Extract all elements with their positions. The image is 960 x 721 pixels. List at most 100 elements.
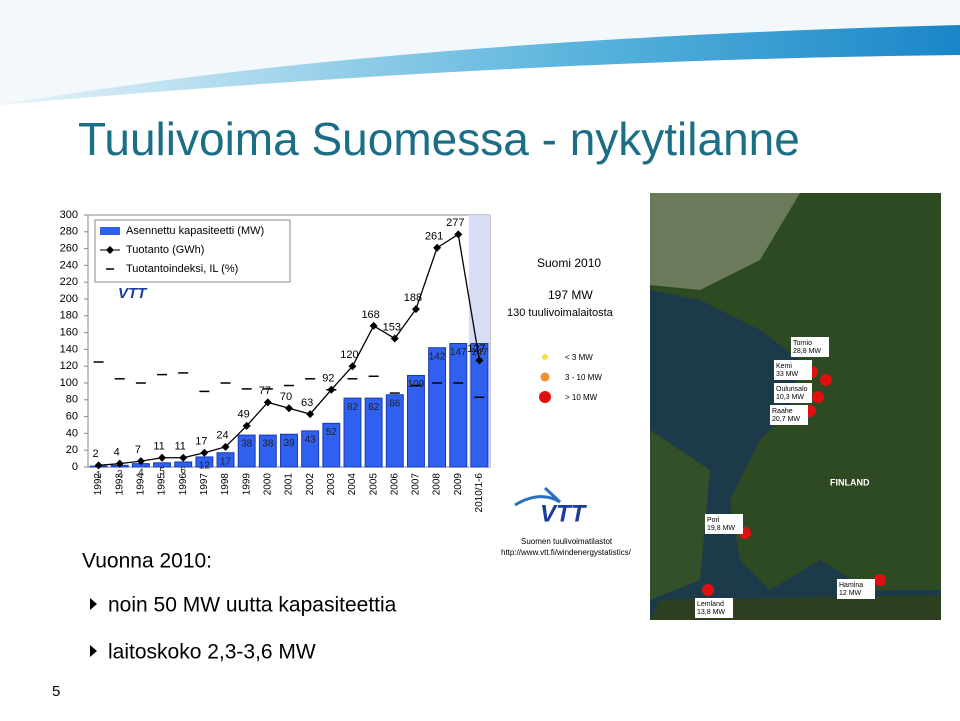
bar (280, 433, 298, 468)
production-marker (306, 410, 315, 419)
map-legend-label: < 3 MW (565, 353, 593, 362)
x-tick-label: 2009 (453, 473, 464, 496)
y-tick-label: 40 (66, 427, 78, 439)
legend-swatch (100, 227, 120, 235)
map-side (497, 200, 647, 620)
bar-value-label: 38 (262, 439, 274, 450)
line-value-label: 153 (383, 321, 401, 333)
bar-value-label: 38 (241, 439, 253, 450)
line-value-label: 11 (174, 441, 185, 453)
y-tick-label: 20 (66, 444, 78, 456)
map-mountains (650, 193, 800, 290)
site-dot (874, 574, 886, 586)
x-tick-label: 2007 (411, 473, 422, 496)
map-total: 197 MW (548, 288, 593, 302)
site-dot (702, 584, 714, 596)
bar (153, 462, 172, 468)
x-tick-label: 2002 (305, 473, 316, 496)
line-value-label: 70 (280, 391, 292, 403)
bar (216, 452, 235, 468)
site-label-bg (705, 514, 743, 534)
legend-dot (542, 354, 548, 360)
site-name: Hamina (839, 582, 863, 589)
production-marker (221, 442, 230, 451)
x-tick-label: 1995 (157, 473, 168, 496)
site-mw: 13,8 MW (697, 609, 725, 616)
bar (237, 434, 256, 468)
legend-dot (539, 391, 551, 403)
site-label-bg (695, 598, 733, 618)
bar-value-label: 86 (389, 398, 401, 409)
x-tick-label: 1997 (199, 473, 210, 496)
page-number: 5 (52, 683, 60, 700)
production-marker (433, 243, 442, 252)
y-tick-label: 280 (60, 226, 78, 238)
production-marker (285, 404, 293, 413)
production-marker (390, 334, 399, 343)
bar (364, 397, 383, 468)
x-tick-label: 2008 (432, 473, 443, 496)
x-tick-label: 2005 (368, 473, 379, 496)
y-tick-label: 220 (60, 276, 78, 288)
site-mw: 33 MW (776, 371, 799, 378)
map-source: Suomen tuulivoimatilastot (521, 537, 613, 546)
bullet: laitoskoko 2,3-3,6 MW (108, 641, 316, 664)
site-label-bg (791, 337, 829, 357)
map-url: http://www.vtt.fi/windenergystatistics/ (501, 548, 632, 557)
bar-value-label: 43 (305, 435, 317, 446)
site-name: Lemland (697, 601, 724, 608)
production-marker (411, 305, 420, 314)
line-value-label: 4 (114, 447, 120, 459)
x-tick-label: 1992 (93, 473, 104, 496)
legend-swatch (106, 246, 114, 254)
site-mw: 28,8 MW (793, 348, 821, 355)
y-tick-label: 140 (60, 343, 78, 355)
bar (385, 394, 404, 468)
bar-value-label: 5 (159, 466, 165, 477)
bar (343, 397, 362, 468)
legend-dot (540, 372, 550, 382)
production-marker (369, 321, 378, 330)
bar-value-label: 6 (180, 466, 186, 477)
bullet: noin 50 MW uutta kapasiteettia (108, 594, 397, 617)
logo-swoosh (514, 486, 562, 507)
production-marker (454, 230, 463, 239)
line-value-label: 277 (446, 217, 464, 229)
line-value-label: 77 (259, 385, 271, 397)
line-value-label: 63 (301, 397, 313, 409)
line-value-label: 11 (153, 441, 164, 453)
production-marker (94, 461, 103, 470)
bullet-icon (90, 645, 97, 657)
site-dot (820, 374, 832, 386)
x-tick-label: 1998 (220, 473, 231, 496)
line-value-label: 188 (404, 292, 422, 304)
bar (195, 456, 214, 468)
production-marker (242, 421, 251, 430)
bar-value-label: 17 (220, 456, 232, 467)
site-label-bg (774, 383, 812, 403)
line-value-label: 49 (238, 409, 250, 421)
chart-logo: VTT (118, 285, 148, 302)
line-value-label: 7 (135, 444, 141, 456)
site-mw: 20,7 MW (772, 416, 800, 423)
y-tick-label: 180 (60, 310, 78, 322)
map-logo: VTT (540, 500, 588, 527)
y-tick-label: 80 (66, 394, 78, 406)
y-tick-label: 60 (66, 411, 78, 423)
bar (174, 461, 193, 468)
production-marker (200, 448, 209, 457)
site-label-bg (837, 579, 875, 599)
production-marker (179, 453, 188, 462)
x-tick-label: 2000 (262, 473, 273, 496)
y-tick-label: 300 (60, 209, 78, 221)
bar-value-label: 4 (138, 467, 144, 478)
legend-box (94, 219, 291, 283)
bar (322, 422, 341, 468)
y-tick-label: 160 (60, 327, 78, 339)
production-marker (475, 356, 484, 365)
line-value-label: 120 (340, 349, 358, 361)
line-value-label: 127 (467, 343, 485, 355)
y-tick-label: 260 (60, 243, 78, 255)
